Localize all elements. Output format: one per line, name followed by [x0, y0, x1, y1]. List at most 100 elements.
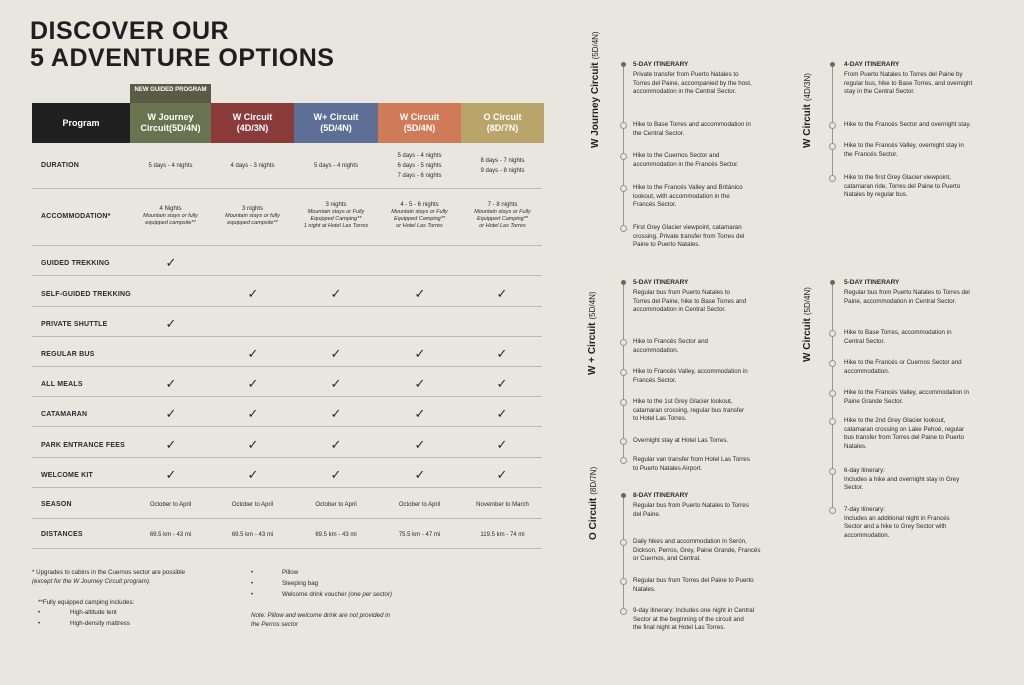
itinerary-step-line: First Grey Glacier viewpoint, catamaran	[633, 224, 742, 231]
title-line-1: DISCOVER OUR	[30, 17, 230, 45]
itinerary-step-line: the Central Sector.	[633, 129, 685, 137]
new-guided-program-tag: NEW GUIDED PROGRAM	[130, 84, 211, 103]
row-label-catamaran: CATAMARAN	[41, 411, 88, 418]
itinerary-step: From Puerto Natales to Torres del Paine …	[844, 71, 1004, 97]
accommodation-nights: 3 nights	[325, 202, 347, 208]
timeline-start-dot	[621, 493, 626, 498]
row-divider	[32, 188, 542, 189]
accommodation-cell: 7 - 8 nights Mountain stays or Fully Equ…	[461, 201, 544, 230]
timeline-line	[623, 496, 624, 615]
itinerary-label-w-plus: W + Circuit (5D/4N)	[582, 291, 600, 375]
row-divider	[32, 366, 542, 367]
itinerary-step-line: bus transfer from Torres del Paine to Pu…	[844, 434, 964, 442]
itinerary-label-w-4d: W Circuit (4D/3N)	[797, 73, 815, 148]
row-label-season: SEASON	[41, 501, 72, 508]
duration-line: 5 days - 4 nights	[397, 153, 442, 159]
accommodation-cell: 3 nights Mountain stays or Fully Equippe…	[294, 201, 378, 230]
row-label-accommodation: ACCOMMODATION*	[41, 213, 111, 220]
duration-line: 9 days - 8 nights	[480, 168, 525, 174]
check-icon: ✓	[165, 406, 177, 421]
check-icon: ✓	[496, 376, 508, 391]
check-icon: ✓	[247, 346, 259, 361]
timeline-step-dot	[829, 468, 836, 475]
timeline-step-dot	[620, 438, 627, 445]
itinerary-step-line: Hike to the 1st Grey Glacier lookout,	[633, 398, 733, 405]
duration-cell: 5 days - 4 nights	[313, 163, 359, 169]
itinerary-step-line: Sector at the beginning of the circuit a…	[633, 615, 744, 623]
bullet: •	[38, 609, 41, 616]
kit-item-qualifier: (one per sector)	[348, 591, 392, 598]
pillow-note-line: Note: Pillow and welcome drink are not p…	[251, 612, 390, 619]
column-header-w-circuit-4d: W Circuit (4D/3N)	[211, 103, 294, 143]
check-icon: ✓	[247, 467, 259, 482]
check-icon: ✓	[247, 376, 259, 391]
timeline-step-dot	[829, 330, 836, 337]
itinerary-step-line: Hike to Base Torres and accommodation in	[633, 121, 751, 128]
itinerary-step: Overnight stay at Hotel Las Torres.	[633, 437, 778, 446]
check-icon: ✓	[414, 286, 426, 301]
itinerary-duration: (5D/4N)	[591, 31, 600, 60]
season-cell: November to March	[476, 502, 529, 508]
itinerary-name: W Circuit	[802, 318, 813, 362]
itinerary-step-line: Regular bus from Torres del Paine to Pue…	[633, 577, 754, 584]
timeline-start-dot	[621, 62, 626, 67]
itinerary-step-line: From Puerto Natales to Torres del Paine …	[844, 71, 963, 78]
timeline-step-dot	[620, 608, 627, 615]
itinerary-step-line: Natales.	[633, 585, 656, 593]
itinerary-step-line: Torres del Paine, hike to Base Torres an…	[633, 297, 747, 305]
upgrade-note-text: * Upgrades to cabins in the Cuernos sect…	[32, 569, 186, 576]
check-icon: ✓	[496, 437, 508, 452]
accommodation-detail: Equipped Camping**	[310, 216, 362, 222]
itinerary-step-line: to Hotel Las Torres.	[633, 415, 687, 423]
column-header-o-circuit: O Circuit (8D/7N)	[461, 103, 544, 143]
row-label-private-shuttle: PRIVATE SHUTTLE	[41, 321, 108, 328]
row-divider	[32, 245, 542, 246]
check-icon: ✓	[165, 376, 177, 391]
itinerary-step: Hike to the Francés Valley and Británico…	[633, 184, 778, 210]
itinerary-name: O Circuit	[588, 497, 599, 540]
check-icon: ✓	[330, 467, 342, 482]
bullet: •	[251, 580, 254, 587]
itinerary-duration: (4D/3N)	[803, 73, 812, 102]
itinerary-step: Regular van transfer from Hotel Las Torr…	[633, 456, 778, 473]
itinerary-step-line: Hike to the Francés Sector and overnight…	[844, 121, 971, 128]
check-icon: ✓	[414, 376, 426, 391]
itinerary-step-line: Natales by regular bus.	[844, 191, 908, 199]
column-sub: (4D/3N)	[236, 123, 269, 133]
column-name: O Circuit	[483, 112, 522, 122]
accommodation-detail: equipped campsite**	[227, 220, 278, 226]
itinerary-duration: (8D/7N)	[589, 466, 598, 495]
duration-cell: 4 days - 3 nights	[230, 163, 275, 169]
timeline-line	[623, 65, 624, 232]
timeline-step-dot	[829, 122, 836, 129]
itinerary-step-line: Hike to the first Grey Glacier viewpoint…	[844, 174, 951, 181]
itinerary-step: Hike to Base Torres, accommodation in Cen…	[844, 329, 1004, 346]
timeline-step-dot	[829, 390, 836, 397]
accommodation-detail: Mountain stays or fully	[143, 213, 198, 219]
itinerary-step: 9-day itinerary: Includes one night in C…	[633, 607, 778, 633]
row-label-welcome-kit: WELCOME KIT	[41, 472, 93, 479]
page-title: DISCOVER OUR 5 ADVENTURE OPTIONS	[30, 18, 334, 72]
timeline-step-dot	[829, 507, 836, 514]
camping-intro: **Fully equipped camping includes:	[38, 599, 135, 606]
accommodation-detail: equipped campsite**	[145, 220, 196, 226]
accommodation-detail: Mountain stays or Fully	[391, 209, 448, 215]
timeline-step-dot	[620, 399, 627, 406]
timeline-step-dot	[620, 153, 627, 160]
itinerary-heading: 8-DAY ITINERARY	[633, 492, 689, 499]
itinerary-step-line: del Paine.	[633, 510, 661, 518]
timeline-step-dot	[620, 578, 627, 585]
program-header: Program	[32, 103, 130, 143]
check-icon: ✓	[247, 406, 259, 421]
column-sub: (5D/4N)	[403, 123, 436, 133]
itinerary-step-line: catamaran crossing on Lake Pehoé, regula…	[844, 425, 965, 433]
row-divider	[32, 426, 542, 427]
check-icon: ✓	[165, 255, 177, 270]
duration-cell: 8 days - 7 nights 9 days - 8 nights	[461, 157, 544, 175]
accommodation-nights: 4 - 5 - 6 nights	[400, 202, 439, 208]
season-cell: October to April	[231, 502, 274, 508]
upgrade-note: * Upgrades to cabins in the Cuernos sect…	[32, 568, 252, 586]
itinerary-step-line: the final night at Hotel Las Torres.	[633, 624, 726, 632]
itinerary-step: First Grey Glacier viewpoint, catamaran c…	[633, 224, 778, 250]
itinerary-step-line: Hike to the Francés Valley, overnight st…	[844, 142, 964, 149]
